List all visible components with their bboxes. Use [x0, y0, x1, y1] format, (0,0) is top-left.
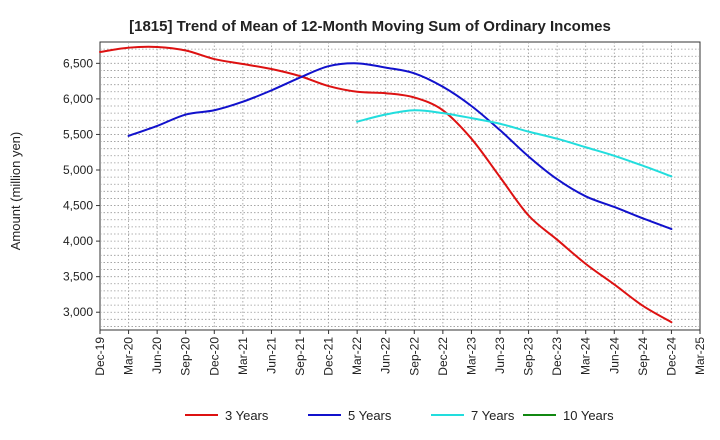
y-tick-label: 3,500	[63, 270, 93, 284]
x-tick-label: Jun-23	[493, 337, 507, 374]
legend-label-3-years: 3 Years	[225, 408, 269, 423]
x-tick-label: Dec-20	[207, 337, 221, 376]
y-tick-label: 6,500	[63, 56, 93, 70]
x-tick-label: Dec-24	[664, 337, 678, 376]
x-tick-label: Mar-25	[693, 337, 707, 375]
legend: 3 Years 5 Years 7 Years 10 Years	[185, 408, 614, 423]
y-tick-label: 5,500	[63, 127, 93, 141]
y-tick-label: 6,000	[63, 92, 93, 106]
x-tick-label: Mar-22	[350, 337, 364, 375]
x-tick-label: Jun-22	[379, 337, 393, 374]
y-tick-label: 3,000	[63, 305, 93, 319]
series-line-7-years	[356, 109, 673, 178]
x-tick-label: Mar-24	[579, 337, 593, 375]
plot-area: 3,000 3,500 4,000 4,500 5,000 5,500 6,000 6,500…	[63, 41, 707, 376]
x-tick-label: Mar-21	[236, 337, 250, 375]
chart-title: [1815] Trend of Mean of 12-Month Moving …	[129, 18, 611, 35]
y-tick-label: 4,500	[63, 199, 93, 213]
legend-label-5-years: 5 Years	[348, 408, 392, 423]
x-tick-label: Sep-24	[636, 337, 650, 376]
series-line-5-years	[127, 62, 673, 231]
x-tick-label: Sep-22	[407, 337, 421, 376]
y-tick-label: 4,000	[63, 234, 93, 248]
legend-label-10-years: 10 Years	[563, 408, 614, 423]
x-tick-label: Jun-24	[607, 337, 621, 374]
x-tick-label: Dec-21	[322, 337, 336, 376]
x-tick-label: Jun-20	[150, 337, 164, 374]
y-axis-label: Amount (million yen)	[8, 132, 23, 251]
x-tick-label: Sep-21	[293, 337, 307, 376]
x-tick-label: Mar-23	[464, 337, 478, 375]
x-tick-label: Mar-20	[122, 337, 136, 375]
plot-frame	[99, 41, 701, 331]
y-tick-label: 5,000	[63, 163, 93, 177]
x-tick-label: Jun-21	[264, 337, 278, 374]
series-line-3-years	[99, 45, 673, 324]
x-tick-label: Dec-23	[550, 337, 564, 376]
x-tick-label: Dec-22	[436, 337, 450, 376]
legend-label-7-years: 7 Years	[471, 408, 515, 423]
x-tick-label: Dec-19	[93, 337, 107, 376]
x-tick-label: Sep-20	[179, 337, 193, 376]
x-tick-label: Sep-23	[522, 337, 536, 376]
